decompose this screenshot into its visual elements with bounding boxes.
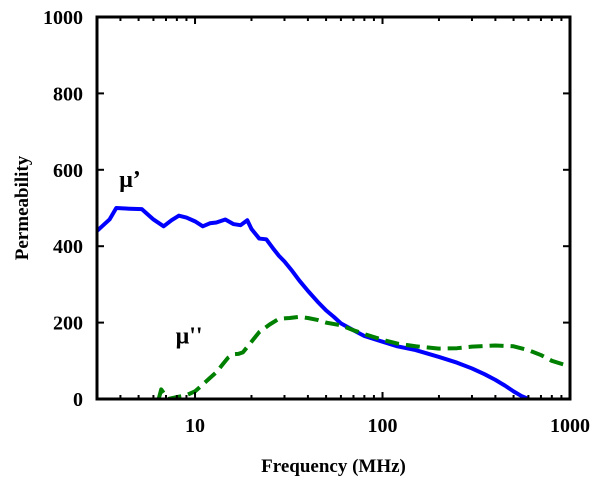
series-line-2	[156, 314, 570, 399]
x-tick-label: 1000	[550, 415, 590, 437]
tick-layer: 10 100 1000 0 200 400 600 800 1000	[43, 7, 590, 437]
y-tick-label: 600	[53, 160, 83, 182]
series-annotation-1: μ’	[119, 167, 141, 193]
series-annotation-2: μ''	[176, 324, 203, 350]
y-tick-label: 200	[53, 313, 83, 335]
y-tick-label: 0	[73, 389, 83, 411]
y-tick-label: 1000	[43, 7, 83, 29]
y-tick-label: 800	[53, 83, 83, 105]
y-tick-label: 400	[53, 236, 83, 258]
x-tick-label: 10	[185, 415, 205, 437]
x-tick-label: 100	[368, 415, 398, 437]
series-layer	[97, 206, 570, 399]
x-axis-title: Frequency (MHz)	[261, 456, 406, 477]
plot-frame	[95, 15, 572, 401]
series-line-1	[97, 206, 531, 399]
annotation-layer: μ’ μ''	[119, 167, 202, 350]
y-axis-title: Permeability	[12, 155, 33, 260]
